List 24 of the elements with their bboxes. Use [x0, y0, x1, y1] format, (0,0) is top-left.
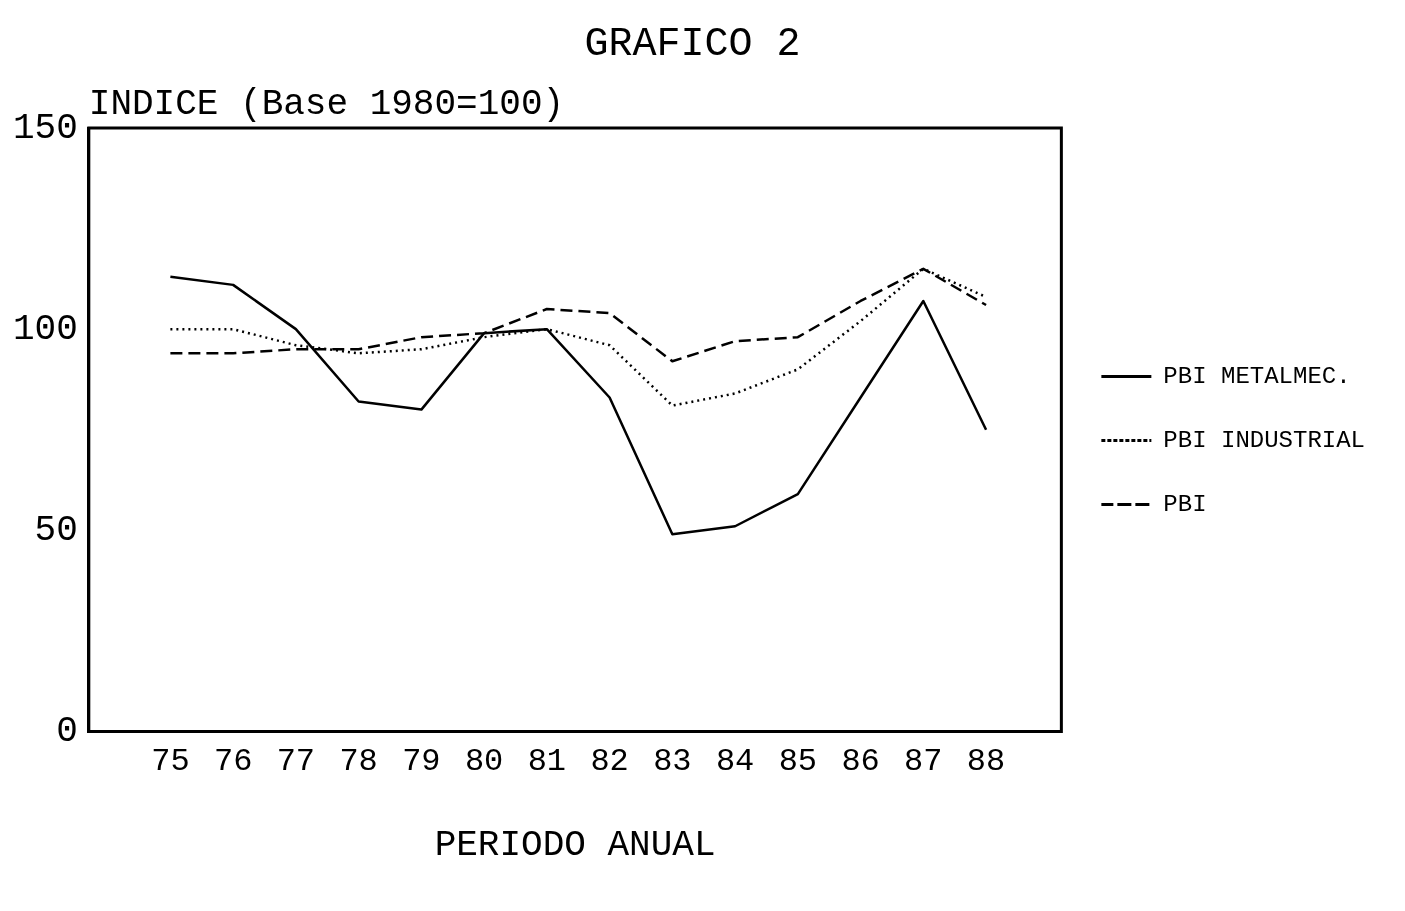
y-axis-title: INDICE (Base 1980=100)	[88, 83, 565, 125]
x-tick-label: 85	[778, 743, 818, 781]
x-tick-label: 82	[590, 743, 629, 781]
x-tick-label: 87	[904, 743, 943, 781]
x-tick-label: 83	[653, 743, 692, 781]
x-tick-label: 88	[966, 743, 1006, 781]
y-tick-label: 150	[13, 107, 78, 149]
x-tick-label: 76	[213, 743, 253, 781]
x-tick-label: 79	[402, 743, 441, 781]
x-tick-label: 81	[527, 743, 567, 781]
y-tick-label: 0	[56, 710, 78, 752]
chart-title: GRAFICO 2	[584, 21, 801, 67]
legend-label: PBI METALMEC.	[1163, 362, 1351, 390]
y-tick-label: 100	[13, 308, 78, 350]
y-tick-label: 50	[34, 509, 78, 551]
x-tick-label: 75	[151, 743, 190, 781]
legend-label: PBI INDUSTRIAL	[1163, 426, 1366, 454]
legend-label: PBI	[1163, 490, 1207, 518]
x-tick-label: 84	[715, 743, 755, 781]
x-tick-label: 80	[464, 743, 504, 781]
x-tick-label: 77	[276, 743, 316, 781]
x-tick-label: 78	[339, 743, 378, 781]
x-axis-title: PERIODO ANUAL	[434, 824, 716, 866]
x-tick-label: 86	[841, 743, 880, 781]
